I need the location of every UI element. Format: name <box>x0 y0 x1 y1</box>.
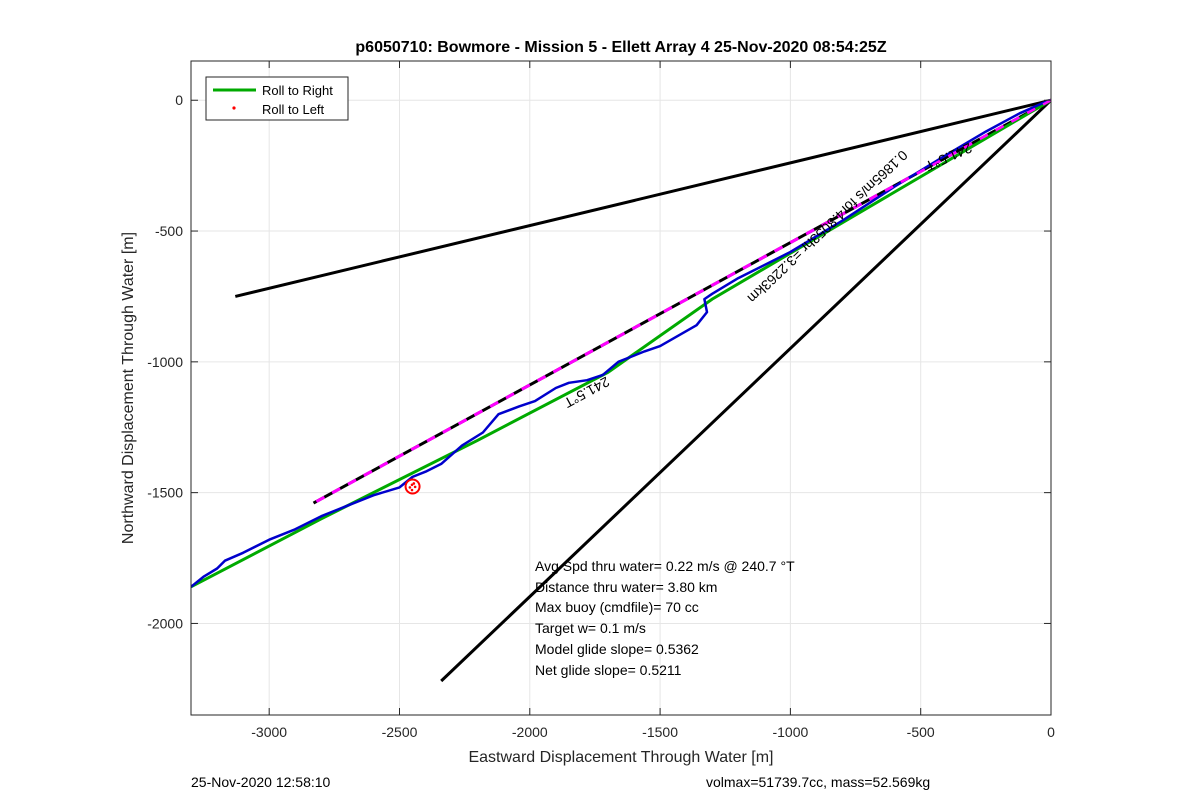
stat-net-glide: Net glide slope= 0.5211 <box>535 662 682 678</box>
stat-model-glide: Model glide slope= 0.5362 <box>535 641 699 657</box>
roll-left-point <box>413 485 417 489</box>
series-roll-to-left-cluster <box>404 478 421 495</box>
footer-volmax-mass: volmax=51739.7cc, mass=52.569kg <box>706 774 930 790</box>
plot-frame <box>190 60 1052 716</box>
series-roll-to-right <box>191 98 1051 589</box>
stat-distance: Distance thru water= 3.80 km <box>535 579 717 595</box>
legend-swatch-roll-left <box>232 106 236 110</box>
x-tick-label: -1500 <box>642 724 678 740</box>
x-tick-label: -2000 <box>512 724 548 740</box>
y-tick-label: 0 <box>175 92 183 108</box>
heading-line-overlay <box>312 99 1051 505</box>
legend-label-roll-right: Roll to Right <box>262 83 333 98</box>
x-tick-label: -500 <box>907 724 935 740</box>
ref-line-lower-bound <box>440 99 1051 683</box>
glider-track <box>191 99 1051 588</box>
roll-left-point <box>412 482 416 485</box>
legend-label-roll-left: Roll to Left <box>262 102 325 117</box>
roll-left-point <box>410 483 414 487</box>
y-tick-label: -1500 <box>147 485 183 501</box>
x-tick-label: -2500 <box>382 724 418 740</box>
x-tick-label: 0 <box>1047 724 1055 740</box>
legend-box <box>205 76 349 121</box>
y-axis-label: Northward Displacement Through Water [m] <box>120 232 137 544</box>
x-tick-label: -1000 <box>772 724 808 740</box>
x-tick-label: -3000 <box>251 724 287 740</box>
stats-block: Avg Spd thru water= 0.22 m/s @ 240.7 °T … <box>535 558 795 678</box>
roll-left-point <box>408 486 412 489</box>
y-tick-label: -500 <box>155 223 183 239</box>
roll-left-point <box>410 488 414 492</box>
stat-max-buoy: Max buoy (cmdfile)= 70 cc <box>535 599 699 615</box>
footer-timestamp: 25-Nov-2020 12:58:10 <box>191 774 331 790</box>
ref-line-upper-bound <box>234 98 1051 298</box>
chart-title: p6050710: Bowmore - Mission 5 - Ellett A… <box>355 39 886 56</box>
stat-target-w: Target w= 0.1 m/s <box>535 620 646 636</box>
ticks: -3000 -2500 -2000 -1500 -1000 -500 0 -2000 -1500… <box>147 61 1055 740</box>
x-axis-label: Eastward Displacement Through Water [m] <box>468 749 773 766</box>
series-layer <box>191 98 1051 589</box>
y-tick-label: -1000 <box>147 354 183 370</box>
legend: Roll to Right Roll to Left <box>205 76 349 121</box>
y-tick-label: -2000 <box>147 615 183 631</box>
plot-area <box>191 61 1051 715</box>
stat-avg-speed: Avg Spd thru water= 0.22 m/s @ 240.7 °T <box>535 558 795 574</box>
